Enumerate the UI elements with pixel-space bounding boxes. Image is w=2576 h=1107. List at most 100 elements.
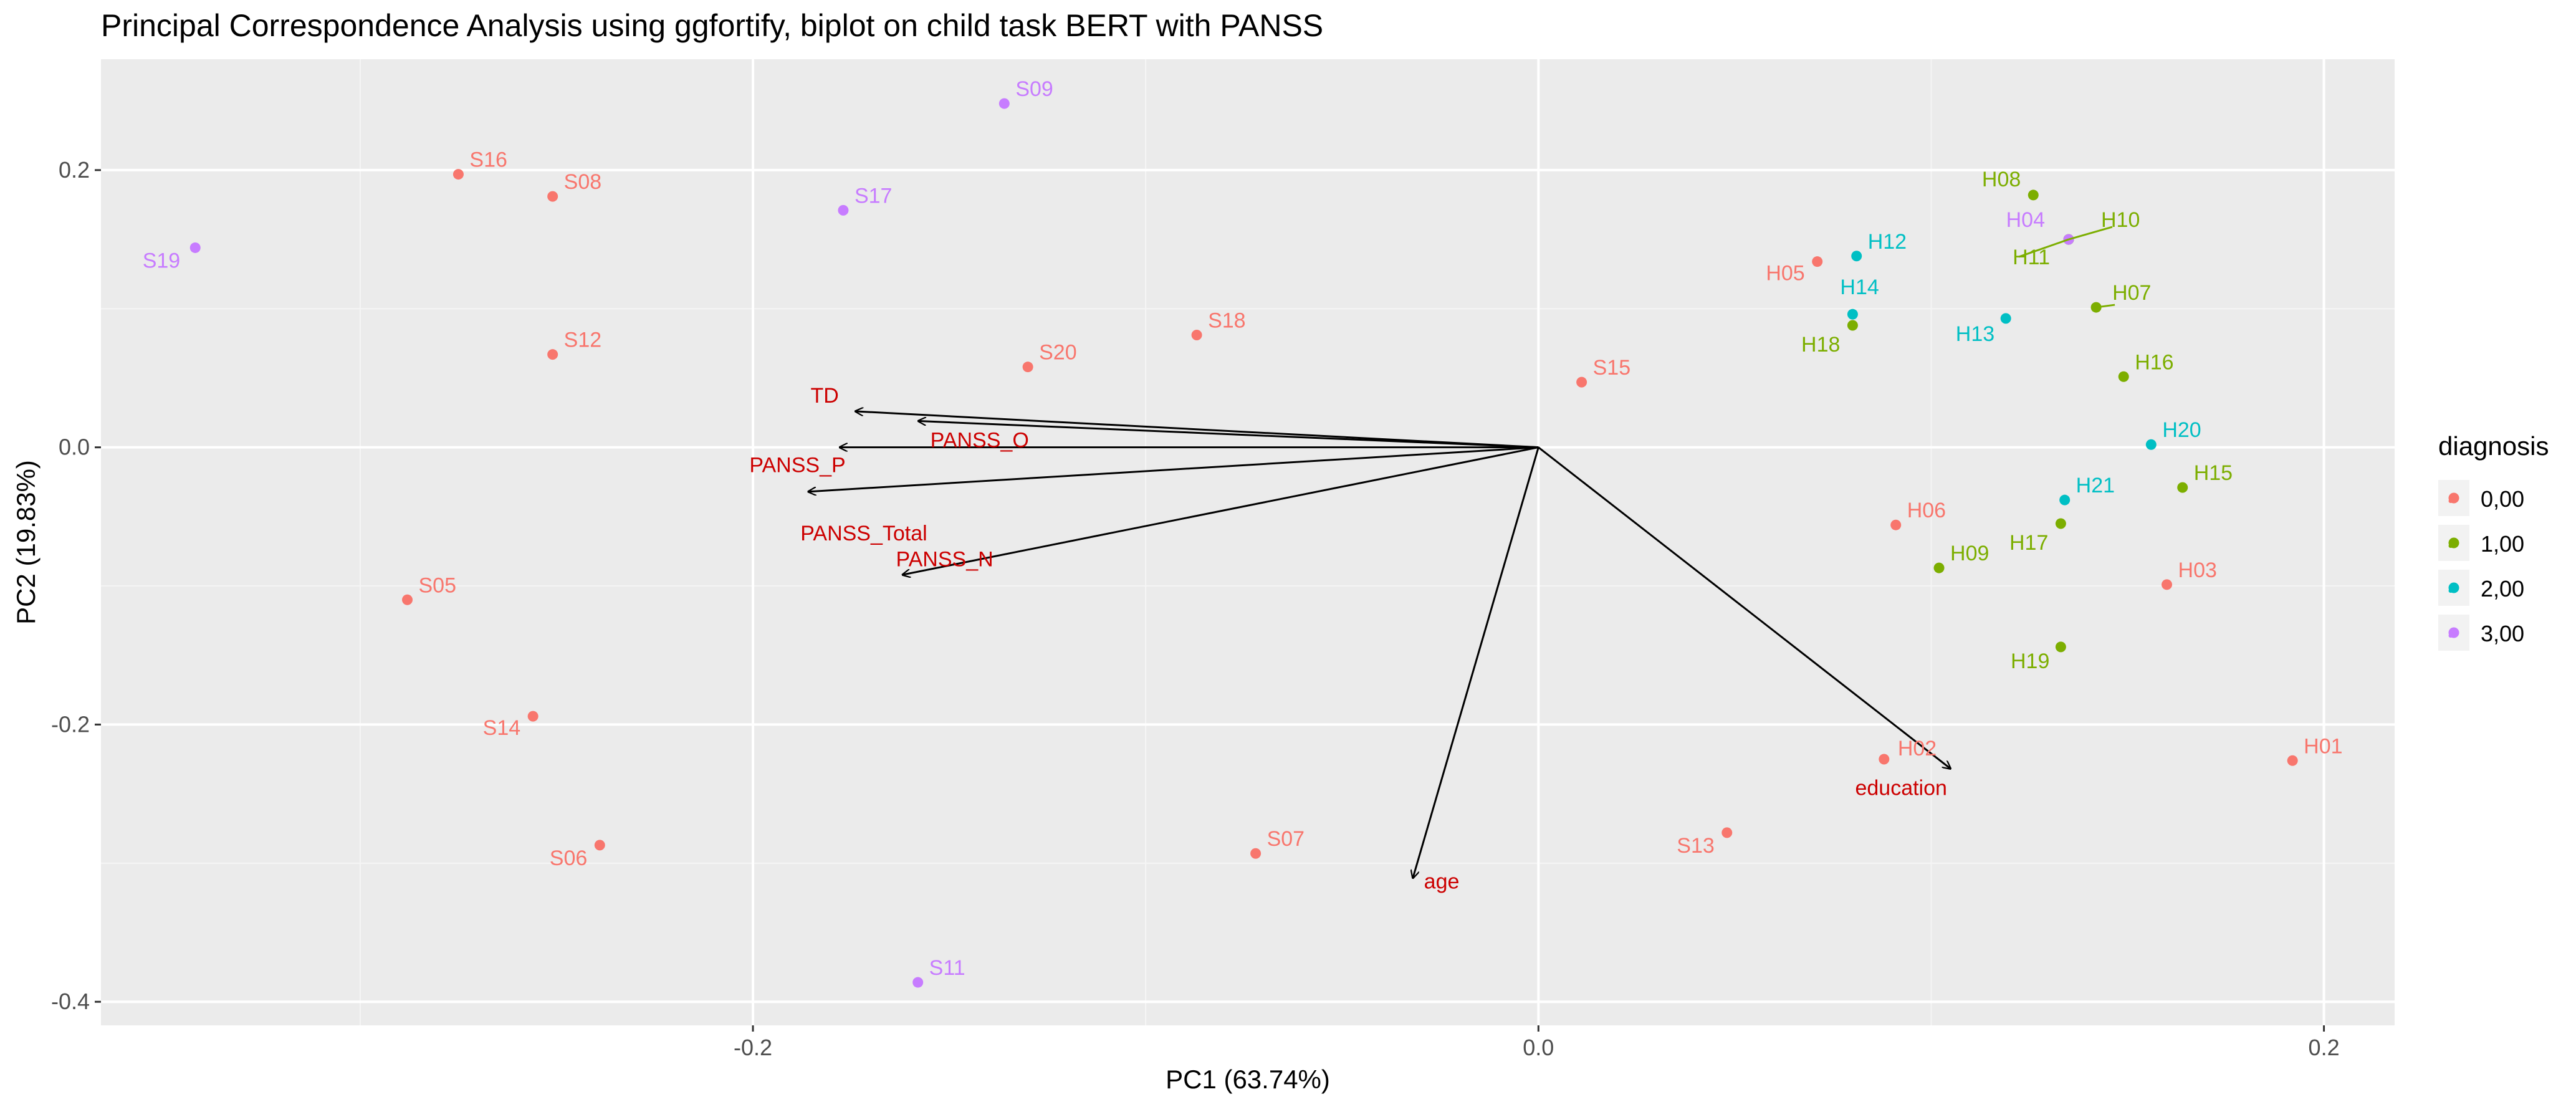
loading-arrow-age	[1413, 447, 1539, 879]
point-label-h13: H13	[1956, 322, 1994, 346]
loading-label-panss-o: PANSS_O	[931, 428, 1029, 452]
grid-layer	[101, 59, 2395, 1025]
point-label-h21: H21	[2076, 474, 2115, 497]
point-label-s12: S12	[564, 328, 602, 352]
loading-arrow-td	[855, 411, 1539, 449]
y-axis-label: PC2 (19.83%)	[11, 460, 41, 625]
y-tick-label: -0.4	[51, 989, 90, 1014]
data-point-h02	[1879, 754, 1890, 765]
point-label-s06: S06	[550, 846, 588, 870]
point-label-s11: S11	[929, 956, 965, 980]
label-connector-h10	[2068, 226, 2113, 241]
loading-arrow-education	[1538, 446, 1951, 769]
legend-entry-label: 3,00	[2481, 621, 2524, 646]
data-point-h06	[1890, 519, 1902, 530]
point-label-h06: H06	[1907, 499, 1946, 522]
point-label-h19: H19	[2011, 649, 2049, 673]
point-label-s19: S19	[143, 249, 181, 272]
y-tick-label: 0.0	[59, 434, 90, 460]
data-point-h13	[2000, 313, 2011, 324]
loading-label-td: TD	[811, 384, 839, 408]
point-label-h15: H15	[2194, 461, 2233, 485]
data-point-h15	[2177, 482, 2188, 493]
legend-key-glyph: a	[2448, 492, 2456, 506]
x-tick-label: 0.2	[2309, 1035, 2340, 1060]
loading-label-education: education	[1855, 777, 1946, 800]
x-tick-label: -0.2	[734, 1035, 772, 1060]
data-point-s06	[594, 840, 605, 851]
legend-title: diagnosis	[2438, 431, 2549, 461]
data-point-s09	[998, 98, 1010, 109]
point-label-h04: H04	[2006, 208, 2045, 232]
data-point-s14	[527, 711, 539, 722]
loading-arrow-panss-total	[808, 446, 1539, 492]
point-label-s09: S09	[1015, 77, 1053, 101]
point-label-s08: S08	[564, 170, 602, 194]
legend-entry-label: 2,00	[2481, 576, 2524, 601]
point-label-h05: H05	[1766, 262, 1804, 285]
data-point-h12	[1851, 251, 1862, 262]
data-point-h05	[1812, 256, 1823, 267]
legend-entries: a 0,00 a 1,00 a 2,00 a 3,00	[2438, 480, 2524, 651]
legend-key-point	[2448, 492, 2459, 504]
point-label-s05: S05	[419, 573, 457, 597]
y-tick-label: 0.2	[59, 157, 90, 183]
legend-key-glyph: a	[2448, 582, 2456, 596]
data-point-h14	[1847, 309, 1858, 320]
data-point-s08	[547, 191, 558, 202]
data-point-s16	[452, 169, 464, 180]
data-point-h18	[1847, 320, 1858, 331]
point-label-h17: H17	[2009, 531, 2048, 555]
axes-layer: -0.2 0.0 0.2 -0.4 -0.2 0.0 0.2	[51, 157, 2340, 1060]
legend-key-glyph: a	[2448, 537, 2456, 551]
data-point-s15	[1576, 376, 1587, 388]
legend-key-point	[2448, 537, 2459, 549]
data-point-s13	[1721, 827, 1733, 838]
label-connector-h11	[2018, 238, 2069, 258]
data-point-s12	[547, 349, 558, 360]
point-label-s14: S14	[483, 716, 521, 740]
point-label-h18: H18	[1801, 333, 1840, 357]
data-point-s07	[1250, 848, 1262, 859]
point-label-h08: H08	[1982, 168, 2021, 191]
point-label-h07: H07	[2112, 281, 2151, 305]
data-point-h08	[2028, 189, 2039, 201]
data-point-s17	[838, 204, 849, 216]
loading-arrow-panss-n	[902, 446, 1539, 575]
data-points-layer: S16S08S12S05S14S06S20S18S07S15S13H05H06H…	[143, 77, 2343, 988]
loading-label-panss-p: PANSS_P	[749, 454, 845, 477]
point-label-s17: S17	[855, 184, 893, 208]
point-label-h14: H14	[1840, 276, 1879, 299]
point-label-s13: S13	[1677, 834, 1715, 858]
point-label-h11: H11	[2013, 246, 2050, 269]
loading-label-panss-n: PANSS_N	[896, 547, 993, 571]
data-point-s05	[402, 594, 413, 605]
data-point-h03	[2162, 579, 2173, 590]
legend: diagnosis a 0,00 a 1,00 a 2,00 a 3,00	[2438, 431, 2549, 651]
data-point-s19	[189, 242, 201, 253]
legend-entry-label: 1,00	[2481, 531, 2524, 557]
point-label-s07: S07	[1267, 827, 1305, 851]
data-point-h09	[1933, 562, 1945, 573]
point-label-s15: S15	[1593, 356, 1631, 380]
data-point-h17	[2055, 518, 2066, 529]
loading-arrow-panss-o	[918, 421, 1539, 449]
loading-label-panss-total: PANSS_Total	[800, 522, 927, 545]
plot-panel	[101, 59, 2395, 1025]
y-tick-label: -0.2	[51, 711, 90, 737]
data-point-s18	[1191, 330, 1202, 341]
legend-key-point	[2448, 582, 2459, 593]
point-label-h16: H16	[2135, 350, 2173, 374]
x-tick-label: 0.0	[1523, 1035, 1554, 1060]
legend-key-glyph: a	[2448, 627, 2456, 641]
legend-entry-label: 0,00	[2481, 486, 2524, 512]
point-label-h12: H12	[1868, 230, 1907, 254]
data-point-s20	[1022, 362, 1033, 373]
loading-arrows-layer: TD PANSS_O PANSS_P PANSS_TotalPANSS_Neducat…	[749, 384, 1951, 893]
label-connector-h07	[2095, 304, 2115, 309]
loading-label-age: age	[1424, 870, 1460, 893]
point-label-s18: S18	[1208, 309, 1246, 333]
data-point-s11	[912, 977, 924, 988]
